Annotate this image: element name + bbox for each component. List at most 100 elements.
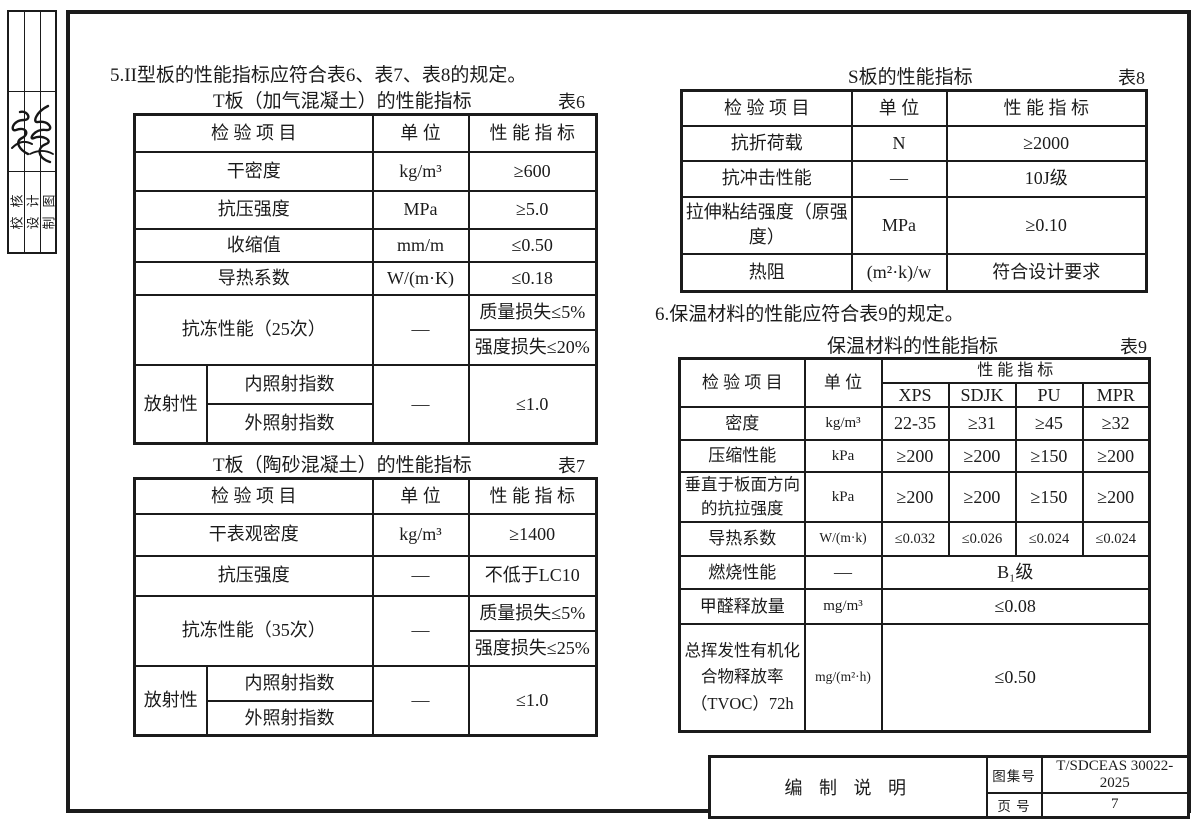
table7-header-unit: 单 位 <box>371 477 470 515</box>
table6-title: T板（加气混凝土）的性能指标 <box>213 91 472 112</box>
table9-item: 导热系数 <box>678 520 806 557</box>
table6-item: 导热系数 <box>133 260 374 296</box>
table7-title: T板（陶砂混凝土）的性能指标 <box>213 455 472 476</box>
table8-item: 拉伸粘结强度（原强度） <box>680 195 853 255</box>
table8-item: 抗冲击性能 <box>680 159 853 198</box>
table7-item: 抗压强度 <box>133 554 374 597</box>
page-number-label: 页 号 <box>985 792 1043 818</box>
table9-value: ≥200 <box>1081 471 1151 523</box>
table8-value: ≥0.10 <box>945 195 1148 255</box>
table8-value: 10J级 <box>945 159 1148 198</box>
stamp-cell-signature <box>23 90 41 172</box>
table6-unit: MPa <box>371 189 470 230</box>
stamp-strip: 校核 设计 制图 <box>7 10 57 254</box>
table7-unit: — <box>371 664 470 737</box>
table8-unit: — <box>850 159 948 198</box>
table8-item: 抗折荷载 <box>680 124 853 162</box>
atlas-number-label: 图集号 <box>985 755 1043 794</box>
table8-value: 符合设计要求 <box>945 252 1148 293</box>
table9-unit: kg/m³ <box>803 406 883 441</box>
table9-item: 压缩性能 <box>678 439 806 473</box>
table6-unit: mm/m <box>371 227 470 263</box>
table9-value: ≥200 <box>947 439 1017 473</box>
table8-header-unit: 单 位 <box>850 89 948 127</box>
table8-tag: 表8 <box>1118 68 1145 88</box>
table7-radio-group: 放射性 <box>133 664 208 737</box>
table9-value: ≥150 <box>1014 439 1084 473</box>
table6-value: ≤0.50 <box>467 227 598 263</box>
table7-header-item: 检 验 项 目 <box>133 477 374 515</box>
table6-radio-internal: 内照射指数 <box>205 363 374 405</box>
table6-item-frost: 抗冻性能（25次） <box>133 293 374 366</box>
table9-unit: kPa <box>803 439 883 473</box>
table6-value: ≥5.0 <box>467 189 598 230</box>
table6-unit: — <box>371 293 470 366</box>
table8-unit: N <box>850 124 948 162</box>
table8-unit: (m²·k)/w <box>850 252 948 293</box>
table9-value: ≥200 <box>947 471 1017 523</box>
table6-tag: 表6 <box>558 92 585 112</box>
table9-value: ≥45 <box>1014 406 1084 441</box>
table9-value: ≥200 <box>880 439 950 473</box>
table9-unit: mg/m³ <box>803 587 883 625</box>
table9-item: 密度 <box>678 406 806 441</box>
table9-item: 总挥发性有机化合物释放率（TVOC）72h <box>678 622 806 733</box>
table7-radio-internal: 内照射指数 <box>205 664 374 702</box>
table9-value: ≥31 <box>947 406 1017 441</box>
table6-header-index: 性 能 指 标 <box>467 113 598 153</box>
page-number-value: 7 <box>1040 792 1190 818</box>
table9-value: 22-35 <box>880 406 950 441</box>
table7-item-frost: 抗冻性能（35次） <box>133 594 374 667</box>
table7-value: 不低于LC10 <box>467 554 598 597</box>
table8-unit: MPa <box>850 195 948 255</box>
table9-item: 垂直于板面方向的抗拉强度 <box>678 471 806 523</box>
table6-header-unit: 单 位 <box>371 113 470 153</box>
table8-item: 热阻 <box>680 252 853 293</box>
stamp-cell-empty <box>39 10 57 92</box>
table7-unit: — <box>371 594 470 667</box>
table-7: 检 验 项 目 单 位 性 能 指 标 干表观密度 kg/m³ ≥1400 抗压… <box>133 477 598 737</box>
stamp-cell-signature <box>39 90 57 172</box>
table7-item: 干表观密度 <box>133 512 374 557</box>
table9-value: ≤0.032 <box>880 520 950 557</box>
stamp-cell-empty <box>23 10 41 92</box>
table6-header-item: 检 验 项 目 <box>133 113 374 153</box>
table-6: 检 验 项 目 单 位 性 能 指 标 干密度 kg/m³ ≥600 抗压强度 … <box>133 113 598 445</box>
table7-value: ≥1400 <box>467 512 598 557</box>
table9-value: ≤0.026 <box>947 520 1017 557</box>
table8-value: ≥2000 <box>945 124 1148 162</box>
table9-unit: mg/(m²·h) <box>803 622 883 733</box>
table9-value: ≤0.08 <box>880 587 1151 625</box>
table7-header-index: 性 能 指 标 <box>467 477 598 515</box>
table6-value: ≤0.18 <box>467 260 598 296</box>
table6-value: ≥600 <box>467 150 598 192</box>
table7-value: ≤1.0 <box>467 664 598 737</box>
title-block: 编 制 说 明 图集号 T/SDCEAS 30022-2025 页 号 7 <box>708 755 1190 819</box>
table6-item: 干密度 <box>133 150 374 192</box>
stamp-label-draft: 制图 <box>39 170 57 254</box>
table7-radio-external: 外照射指数 <box>205 699 374 737</box>
table7-unit: — <box>371 554 470 597</box>
table9-header-sdjk: SDJK <box>947 381 1017 408</box>
table6-value: ≤1.0 <box>467 363 598 445</box>
table9-header-xps: XPS <box>880 381 950 408</box>
table9-value: B₁级 <box>880 554 1151 590</box>
table9-value: ≥150 <box>1014 471 1084 523</box>
title-block-name: 编 制 说 明 <box>708 755 988 818</box>
table6-item: 收缩值 <box>133 227 374 263</box>
table8-header-index: 性 能 指 标 <box>945 89 1148 127</box>
table7-frost-strength-loss: 强度损失≤25% <box>467 629 598 667</box>
table9-header-item: 检 验 项 目 <box>678 357 806 408</box>
stamp-cell-signature <box>7 90 25 172</box>
table9-item: 甲醛释放量 <box>678 587 806 625</box>
table9-unit: W/(m·k) <box>803 520 883 557</box>
table9-value: ≥200 <box>1081 439 1151 473</box>
table9-tag: 表9 <box>1120 337 1147 357</box>
table9-unit: — <box>803 554 883 590</box>
stamp-label-text: 制图 <box>41 185 57 230</box>
table9-value: ≥200 <box>880 471 950 523</box>
table9-value: ≤0.024 <box>1081 520 1151 557</box>
table6-frost-strength-loss: 强度损失≤20% <box>467 328 598 366</box>
atlas-number-value: T/SDCEAS 30022-2025 <box>1040 755 1190 794</box>
table9-header-mpr: MPR <box>1081 381 1151 408</box>
